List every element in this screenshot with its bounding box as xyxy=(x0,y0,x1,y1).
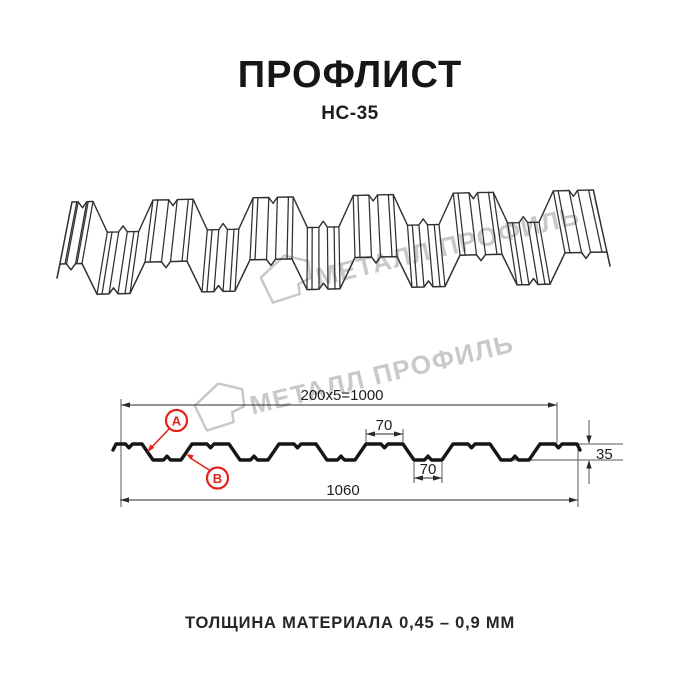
extrusion-line xyxy=(568,189,583,254)
extrusion-line xyxy=(457,192,466,256)
callout-a: A xyxy=(147,408,189,453)
extrusion-line xyxy=(108,231,120,295)
dim-overall-width: 1060 xyxy=(326,482,359,499)
extrusion-line xyxy=(229,228,235,292)
extrusion-line xyxy=(117,231,128,295)
extrusion-line xyxy=(487,191,498,256)
extrusion-line xyxy=(59,201,73,265)
extrusion-line xyxy=(418,224,425,288)
cross-section: 200x5=1000 70 70 35 1060 xyxy=(111,387,623,507)
extrusion-line xyxy=(352,194,356,259)
extrusion-line xyxy=(76,200,89,265)
extrusion-line xyxy=(411,224,418,288)
extrusion-line xyxy=(376,194,382,258)
dim-top-total: 200x5=1000 xyxy=(301,387,384,404)
extrusion-line xyxy=(160,199,170,263)
extrusion-line xyxy=(538,221,551,285)
metall-profil-logo-icon xyxy=(259,254,312,304)
extrusion-line xyxy=(124,230,135,295)
extrusion-line xyxy=(144,199,154,263)
extrusion-line xyxy=(438,223,446,288)
extrusion-line xyxy=(576,189,592,253)
extrusion-line xyxy=(387,194,393,258)
extrusion-line xyxy=(511,222,523,286)
extrusion-line xyxy=(65,201,79,265)
callout-b: B xyxy=(186,454,230,490)
extrusion-line xyxy=(392,193,398,258)
extrusion-line xyxy=(96,231,108,295)
extrusion-line xyxy=(333,226,336,290)
sheet-3d-extrusion-lines xyxy=(56,189,611,295)
extrusion-line xyxy=(492,191,503,255)
extrusion-line xyxy=(81,200,94,265)
extrusion-line xyxy=(476,191,487,256)
extrusion-line xyxy=(357,194,361,259)
page-title: ПРОФЛИСТ xyxy=(237,54,463,96)
extrusion-line xyxy=(213,228,220,293)
extrusion-line xyxy=(326,226,329,290)
callout-a-letter: A xyxy=(172,414,182,429)
extrusion-line xyxy=(181,198,189,262)
dim-profile-height: 35 xyxy=(596,446,613,463)
extrusion-line xyxy=(552,190,566,254)
extrusion-line xyxy=(286,196,290,260)
dim-crest-width: 70 xyxy=(376,417,393,434)
extrusion-line xyxy=(452,192,461,256)
dim-valley-width: 70 xyxy=(420,461,437,478)
extrusion-line xyxy=(169,198,178,263)
extrusion-line xyxy=(468,192,478,256)
extrusion-line xyxy=(186,198,194,262)
extrusion-line xyxy=(291,196,294,260)
callout-b-letter: B xyxy=(213,471,222,486)
extrusion-line xyxy=(506,222,518,286)
watermark-lower: МЕТАЛЛ ПРОФИЛЬ xyxy=(193,328,517,432)
sheet-3d-view xyxy=(56,189,611,295)
callout-b-circle xyxy=(205,466,230,490)
extrusion-line xyxy=(206,229,213,293)
extrusion-line xyxy=(101,231,113,295)
extrusion-line xyxy=(222,228,229,293)
extrusion-line xyxy=(338,226,341,290)
callout-a-circle xyxy=(164,408,189,433)
extrusion-line xyxy=(201,229,208,293)
extrusion-line xyxy=(254,197,259,261)
extrusion-line xyxy=(74,201,88,265)
extrusion-line xyxy=(249,197,254,261)
metall-profil-logo-icon xyxy=(193,382,246,432)
extrusion-line xyxy=(557,190,571,254)
extrusion-line xyxy=(129,230,140,295)
extrusion-line xyxy=(234,228,240,292)
watermark-text-lower: МЕТАЛЛ ПРОФИЛЬ xyxy=(247,328,517,420)
extrusion-line xyxy=(526,221,539,286)
extrusion-line xyxy=(533,221,546,285)
thickness-note: ТОЛЩИНА МАТЕРИАЛА 0,45 – 0,9 ММ xyxy=(184,614,515,632)
cross-section-profile-line xyxy=(111,442,582,462)
extrusion-line xyxy=(518,222,530,286)
extrusion-line xyxy=(149,199,159,263)
profile-model-label: НС-35 xyxy=(321,103,379,124)
extension-lines xyxy=(120,399,623,507)
extrusion-line xyxy=(426,224,434,288)
extrusion-line xyxy=(368,194,373,258)
extrusion-line xyxy=(433,223,441,288)
extrusion-line xyxy=(265,196,270,261)
extrusion-line xyxy=(406,224,413,288)
dimension-arrowheads xyxy=(120,402,592,503)
sheet-3d-front-cut-profile xyxy=(56,251,611,295)
extrusion-line xyxy=(587,189,603,253)
extrusion-line xyxy=(274,196,279,260)
extrusion-line xyxy=(64,201,78,265)
